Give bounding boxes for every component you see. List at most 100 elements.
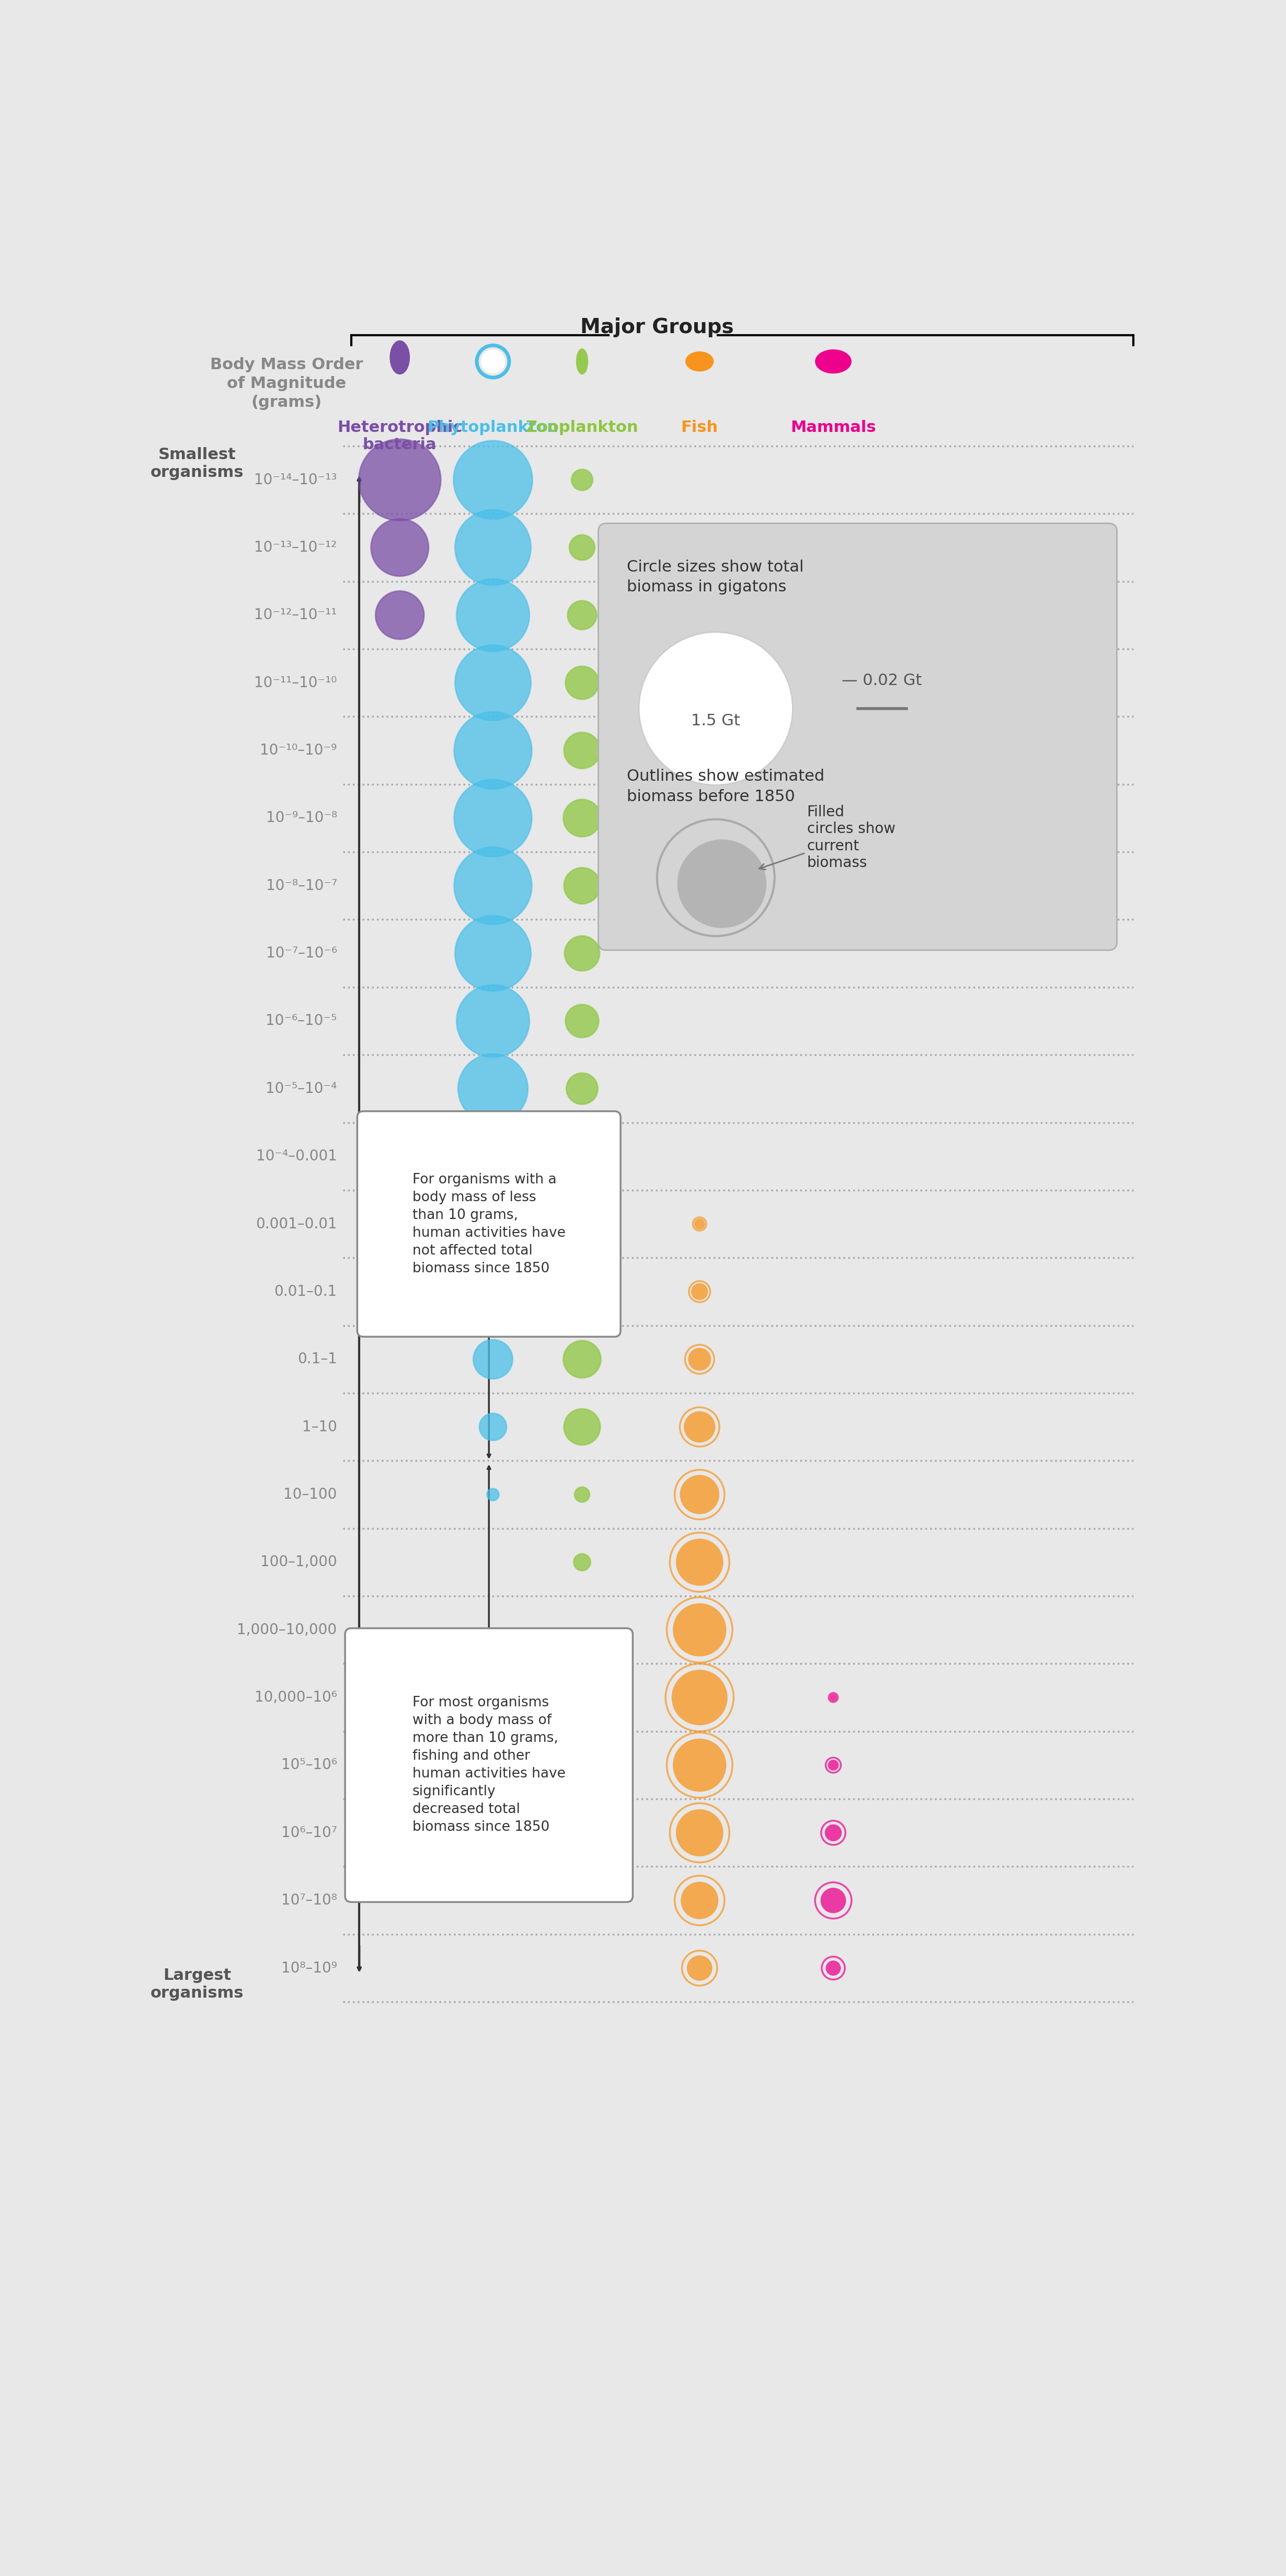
Circle shape — [563, 1409, 601, 1445]
Circle shape — [566, 667, 599, 701]
Text: 10,000–10⁶: 10,000–10⁶ — [255, 1690, 337, 1705]
Circle shape — [828, 1759, 838, 1770]
Circle shape — [680, 1880, 719, 1919]
Circle shape — [563, 732, 601, 768]
Text: 10⁻⁶–10⁻⁵: 10⁻⁶–10⁻⁵ — [266, 1015, 337, 1028]
Text: Smallest
organisms: Smallest organisms — [150, 448, 244, 479]
Circle shape — [565, 935, 599, 971]
Text: 10⁻⁸–10⁻⁷: 10⁻⁸–10⁻⁷ — [266, 878, 337, 894]
Circle shape — [468, 1267, 517, 1316]
Ellipse shape — [576, 348, 588, 374]
Ellipse shape — [685, 350, 714, 371]
Circle shape — [376, 590, 424, 639]
Text: 10⁻⁹–10⁻⁸: 10⁻⁹–10⁻⁸ — [266, 811, 337, 824]
Text: For most organisms
with a body mass of
more than 10 grams,
fishing and other
hum: For most organisms with a body mass of m… — [413, 1695, 566, 1834]
Text: Fish: Fish — [682, 420, 718, 435]
Circle shape — [694, 1218, 705, 1229]
Text: 0.001–0.01: 0.001–0.01 — [256, 1216, 337, 1231]
Circle shape — [455, 510, 531, 585]
Circle shape — [480, 1414, 507, 1440]
Text: Body Mass Order
of Magnitude
(grams): Body Mass Order of Magnitude (grams) — [210, 358, 363, 410]
Circle shape — [454, 440, 532, 520]
Text: Largest
organisms: Largest organisms — [150, 1968, 244, 2002]
Circle shape — [481, 350, 505, 374]
Text: Zooplankton: Zooplankton — [526, 420, 638, 435]
Text: 1.5 Gt: 1.5 Gt — [692, 714, 741, 729]
Circle shape — [570, 536, 595, 559]
Circle shape — [673, 1602, 727, 1656]
Circle shape — [454, 848, 532, 925]
Circle shape — [487, 1489, 499, 1502]
Circle shape — [829, 1695, 837, 1700]
Circle shape — [826, 1960, 841, 1976]
Circle shape — [459, 1123, 526, 1190]
Text: For organisms with a
body mass of less
than 10 grams,
human activities have
not : For organisms with a body mass of less t… — [413, 1172, 566, 1275]
Circle shape — [566, 1139, 599, 1172]
Text: Heterotrophic
bacteria: Heterotrophic bacteria — [337, 420, 463, 453]
Text: Major Groups: Major Groups — [580, 317, 734, 337]
Circle shape — [563, 799, 601, 837]
Text: 10⁸–10⁹: 10⁸–10⁹ — [282, 1960, 337, 1976]
Circle shape — [563, 868, 601, 904]
Circle shape — [673, 1739, 727, 1793]
Circle shape — [359, 438, 441, 520]
Circle shape — [457, 984, 530, 1056]
Circle shape — [563, 1340, 601, 1378]
Circle shape — [676, 1538, 723, 1587]
Text: 0.1–1: 0.1–1 — [297, 1352, 337, 1368]
Circle shape — [566, 1005, 599, 1038]
Circle shape — [574, 1553, 590, 1571]
Circle shape — [464, 1195, 522, 1252]
Circle shape — [454, 711, 532, 788]
Circle shape — [824, 1824, 842, 1842]
Circle shape — [671, 1669, 728, 1726]
Text: 10⁻⁷–10⁻⁶: 10⁻⁷–10⁻⁶ — [266, 945, 337, 961]
Text: 1–10: 1–10 — [302, 1419, 337, 1435]
Circle shape — [678, 840, 766, 927]
Circle shape — [457, 580, 530, 652]
Circle shape — [575, 1486, 590, 1502]
FancyBboxPatch shape — [358, 1110, 621, 1337]
Text: 10⁻¹²–10⁻¹¹: 10⁻¹²–10⁻¹¹ — [255, 608, 337, 623]
Circle shape — [454, 781, 532, 858]
Text: 10⁻¹¹–10⁻¹⁰: 10⁻¹¹–10⁻¹⁰ — [255, 675, 337, 690]
FancyBboxPatch shape — [345, 1628, 633, 1901]
Ellipse shape — [390, 340, 410, 374]
Circle shape — [687, 1955, 712, 1981]
FancyBboxPatch shape — [598, 523, 1116, 951]
Circle shape — [676, 1808, 723, 1857]
Text: 10⁻¹⁰–10⁻⁹: 10⁻¹⁰–10⁻⁹ — [260, 742, 337, 757]
Text: 10–100: 10–100 — [283, 1486, 337, 1502]
Text: 0.01–0.1: 0.01–0.1 — [274, 1285, 337, 1298]
Ellipse shape — [815, 350, 851, 374]
Text: Outlines show estimated
biomass before 1850: Outlines show estimated biomass before 1… — [626, 770, 824, 804]
Circle shape — [473, 1340, 513, 1378]
Circle shape — [566, 1074, 598, 1105]
Text: 10⁻⁴–0.001: 10⁻⁴–0.001 — [256, 1149, 337, 1164]
Circle shape — [455, 644, 531, 721]
Circle shape — [563, 1273, 601, 1309]
Text: 10⁷–10⁸: 10⁷–10⁸ — [282, 1893, 337, 1909]
Text: 10⁶–10⁷: 10⁶–10⁷ — [282, 1826, 337, 1839]
Circle shape — [370, 518, 428, 577]
Circle shape — [455, 914, 531, 992]
Circle shape — [567, 600, 597, 629]
Circle shape — [820, 1888, 846, 1914]
Text: Phytoplankton: Phytoplankton — [427, 420, 558, 435]
Circle shape — [565, 1206, 599, 1242]
Circle shape — [458, 1054, 529, 1123]
Circle shape — [688, 1347, 711, 1370]
Text: 10⁵–10⁶: 10⁵–10⁶ — [282, 1757, 337, 1772]
Text: 1,000–10,000: 1,000–10,000 — [237, 1623, 337, 1638]
Text: Circle sizes show total
biomass in gigatons: Circle sizes show total biomass in gigat… — [626, 559, 804, 595]
Text: 100–1,000: 100–1,000 — [260, 1556, 337, 1569]
Circle shape — [680, 1476, 719, 1515]
Text: Filled
circles show
current
biomass: Filled circles show current biomass — [759, 804, 895, 871]
Circle shape — [571, 469, 593, 489]
Text: Mammals: Mammals — [791, 420, 876, 435]
Text: — 0.02 Gt: — 0.02 Gt — [842, 672, 922, 688]
Circle shape — [691, 1283, 709, 1301]
Text: 10⁻¹⁴–10⁻¹³: 10⁻¹⁴–10⁻¹³ — [255, 471, 337, 487]
Circle shape — [684, 1412, 715, 1443]
Text: 10⁻¹³–10⁻¹²: 10⁻¹³–10⁻¹² — [255, 541, 337, 554]
